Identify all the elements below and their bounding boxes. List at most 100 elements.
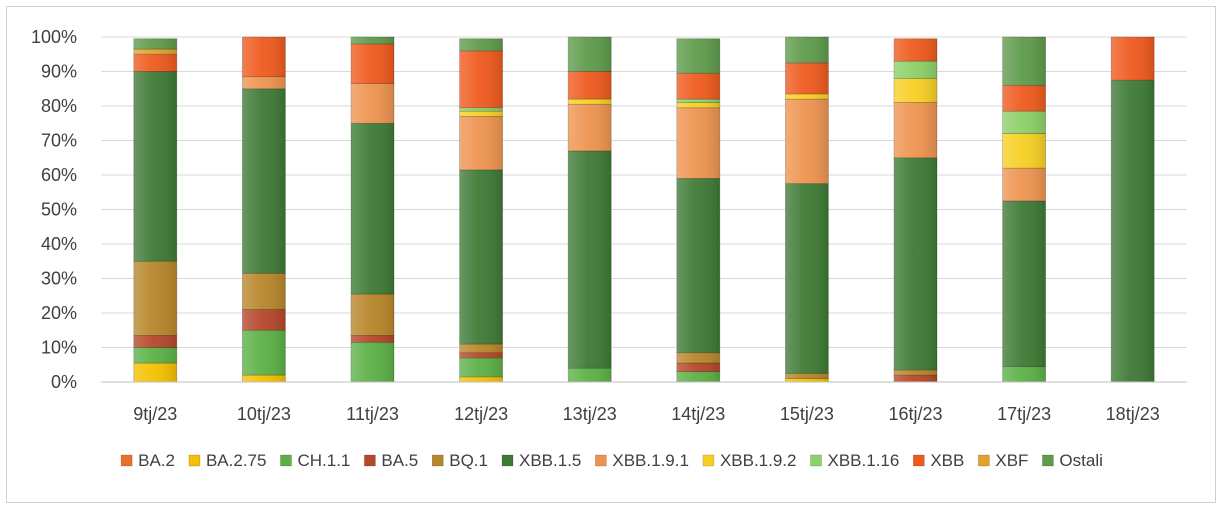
bar-segment-shading xyxy=(351,294,394,336)
legend-swatch xyxy=(280,454,292,467)
legend-item-BA.5: BA.5 xyxy=(364,451,418,470)
bar-segment-shading xyxy=(459,38,503,51)
bar-segment-shading xyxy=(242,375,286,382)
bar-stack-11tj/23 xyxy=(350,36,395,383)
legend-label: BA.2.75 xyxy=(206,451,267,470)
bar-segment-shading xyxy=(242,273,286,310)
bar-segment-shading xyxy=(894,61,937,79)
bar-segment-shading xyxy=(133,54,177,72)
bar-segment-shading xyxy=(133,261,177,336)
bar-segment-shading xyxy=(459,50,503,108)
x-tick-label: 13tj/23 xyxy=(563,404,617,424)
x-tick-label: 16tj/23 xyxy=(888,404,942,424)
bar-segment-shading xyxy=(459,376,503,382)
bar-segment-shading xyxy=(133,335,177,348)
legend-item-XBB.1.9.1: XBB.1.9.1 xyxy=(595,451,689,470)
bar-stack-9tj/23 xyxy=(133,38,178,383)
bar-segment-shading xyxy=(785,183,829,374)
bar-segment-shading xyxy=(785,93,829,100)
bar-segment-shading xyxy=(676,107,720,179)
legend-swatch xyxy=(978,454,990,467)
bar-segment-shading xyxy=(568,150,612,369)
legend-item-BQ.1: BQ.1 xyxy=(431,451,488,470)
bar-segment-shading xyxy=(676,352,720,364)
x-tick-label: 12tj/23 xyxy=(454,404,508,424)
y-tick-label: 10% xyxy=(41,338,77,358)
legend-label: BA.2 xyxy=(138,451,175,470)
x-tick-label: 14tj/23 xyxy=(671,404,725,424)
bar-stack-16tj/23 xyxy=(893,38,938,383)
legend-swatch xyxy=(913,454,925,467)
y-axis-tick-labels: 0% 10% 20% 30% 40% 50% 60% 70% 80% 90% 100% xyxy=(31,27,77,392)
legend-label: XBF xyxy=(995,451,1028,470)
bar-segment-shading xyxy=(676,99,720,103)
x-tick-label: 9tj/23 xyxy=(133,404,177,424)
bar-segment-shading xyxy=(785,378,829,382)
bar-segment-shading xyxy=(676,371,720,382)
legend-item-XBB: XBB xyxy=(913,451,964,470)
legend-label: XBB.1.9.1 xyxy=(612,451,689,470)
legend-swatch xyxy=(188,454,201,467)
legend-item-BA.2.75: BA.2.75 xyxy=(188,451,267,470)
bar-segment-shading xyxy=(1111,80,1155,382)
legend-item-XBF: XBF xyxy=(978,451,1028,470)
x-tick-label: 18tj/23 xyxy=(1106,404,1160,424)
bar-segment-shading xyxy=(568,71,612,100)
x-tick-label: 10tj/23 xyxy=(237,404,291,424)
bar-segment-shading xyxy=(894,157,937,370)
bar-segment-shading xyxy=(459,357,503,377)
bar-segment-shading xyxy=(894,38,937,62)
bar-segment-shading xyxy=(133,38,177,50)
bar-segment-shading xyxy=(242,76,286,89)
legend-label: XBB.1.9.2 xyxy=(720,451,797,470)
bar-segment-shading xyxy=(568,368,612,382)
bar-segment-shading xyxy=(459,169,503,345)
bar-segment-shading xyxy=(785,373,829,379)
y-tick-label: 100% xyxy=(31,27,77,47)
bar-segment-shading xyxy=(133,49,177,55)
bar-segment-shading xyxy=(242,330,286,376)
bar-segment-shading xyxy=(1002,200,1046,367)
bar-segment-shading xyxy=(459,352,503,358)
legend-swatch xyxy=(595,454,607,467)
bars xyxy=(133,36,1155,383)
bar-segment-shading xyxy=(1002,111,1046,134)
bar-segment-shading xyxy=(785,62,829,94)
y-tick-label: 70% xyxy=(41,131,77,151)
legend-item-XBB.1.16: XBB.1.16 xyxy=(810,451,899,470)
bar-segment-shading xyxy=(568,104,612,151)
bar-segment-shading xyxy=(133,363,177,382)
x-tick-label: 15tj/23 xyxy=(780,404,834,424)
bar-segment-shading xyxy=(459,116,503,170)
stacked-bar-chart: 0% 10% 20% 30% 40% 50% 60% 70% 80% 90% 100% 9tj/23… xyxy=(31,27,1187,470)
y-tick-label: 80% xyxy=(41,96,77,116)
bar-segment-shading xyxy=(676,38,720,74)
bar-segment-shading xyxy=(459,344,503,353)
bar-stack-14tj/23 xyxy=(676,38,721,383)
bar-segment-shading xyxy=(1111,37,1155,81)
legend-item-XBB.1.5: XBB.1.5 xyxy=(501,451,581,470)
y-tick-label: 0% xyxy=(51,372,77,392)
legend-swatch xyxy=(810,454,822,467)
bar-segment-shading xyxy=(785,99,829,184)
bar-segment-shading xyxy=(351,83,394,124)
bar-segment-shading xyxy=(568,37,612,72)
bar-stack-17tj/23 xyxy=(1002,36,1046,383)
bar-stack-13tj/23 xyxy=(567,36,612,383)
legend-label: XBB xyxy=(930,451,964,470)
bar-segment-shading xyxy=(351,342,394,382)
legend-swatch xyxy=(431,454,444,467)
bar-segment-shading xyxy=(894,102,937,158)
bar-segment-shading xyxy=(351,335,394,343)
bar-segment-shading xyxy=(894,78,937,103)
bar-segment-shading xyxy=(351,37,394,44)
x-axis-tick-labels: 9tj/23 10tj/23 11tj/23 12tj/23 13tj/23 14tj/2… xyxy=(133,404,1159,424)
legend-swatch xyxy=(501,454,514,467)
legend-label: Ostali xyxy=(1059,451,1102,470)
bar-segment-shading xyxy=(351,43,394,84)
bar-segment-shading xyxy=(1002,366,1046,382)
y-tick-label: 60% xyxy=(41,165,77,185)
bar-stack-18tj/23 xyxy=(1110,36,1155,383)
legend-item-XBB.1.9.2: XBB.1.9.2 xyxy=(702,451,797,470)
bar-segment-shading xyxy=(676,73,720,100)
